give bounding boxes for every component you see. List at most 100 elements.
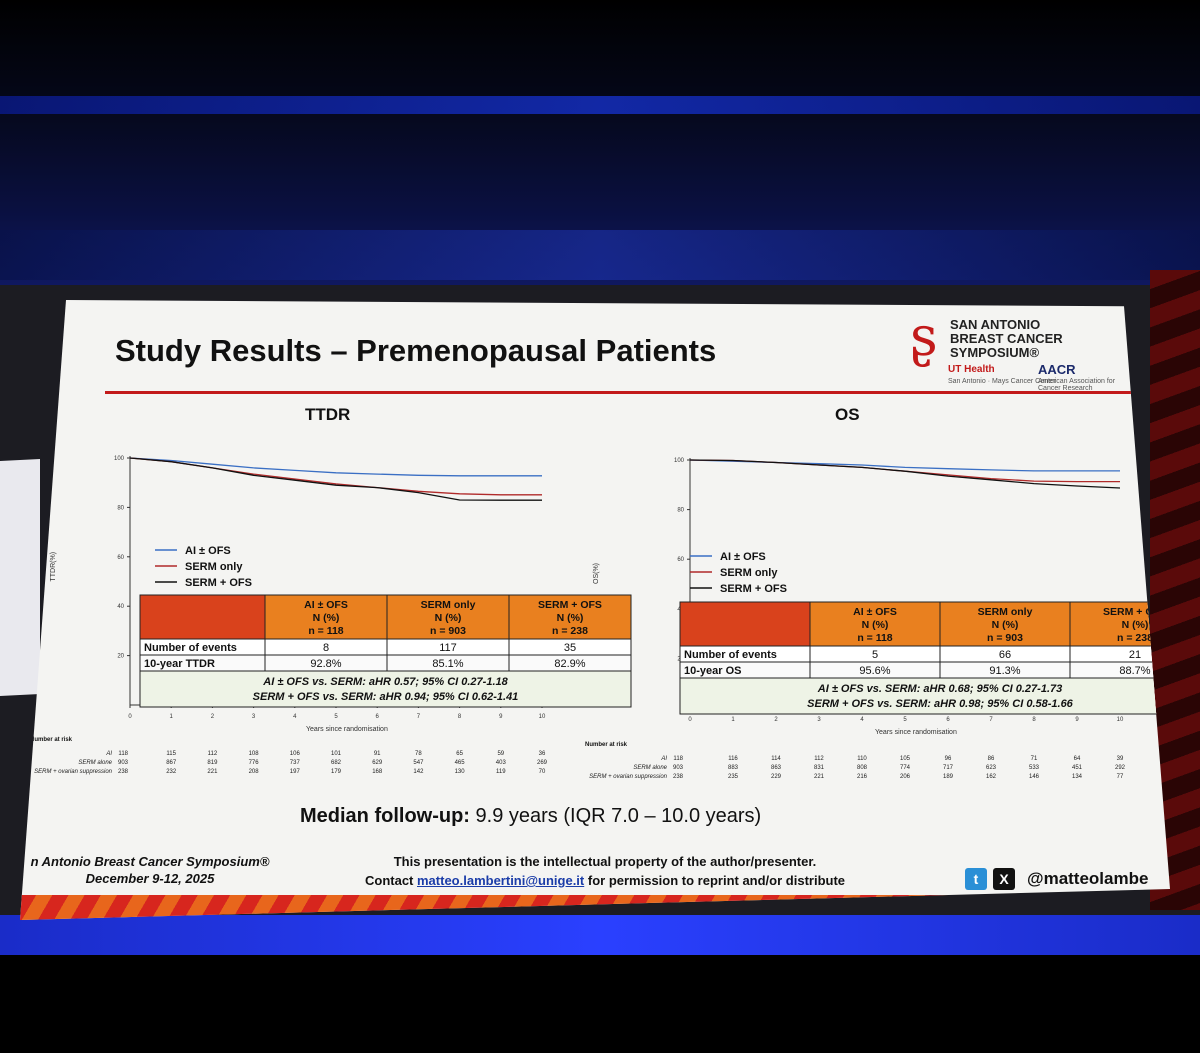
panel-os-table-header-text: AI ± OFS xyxy=(853,606,897,618)
panel-ttdr-hr-box xyxy=(139,670,632,708)
panel-ttdr-series-line-2 xyxy=(129,457,542,501)
panel-ttdr-x-tick-label: 2 xyxy=(211,714,215,720)
panel-os-risk-row-n0: 118 xyxy=(673,756,683,762)
panel-ttdr-risk-value: 208 xyxy=(249,769,260,775)
panel-ttdr-x-tick-label: 3 xyxy=(252,714,256,720)
median-followup-label: Median follow-up: xyxy=(300,805,476,827)
panel-ttdr-risk-value: 106 xyxy=(290,751,301,757)
panel-ttdr-risk-value: 547 xyxy=(413,760,424,766)
panel-ttdr-table-header-cell xyxy=(386,594,510,640)
panel-os-y-axis-label: OS(%) xyxy=(593,563,600,584)
panel-ttdr-risk-value: 629 xyxy=(372,760,383,766)
panel-ttdr-y-tick-label: 60 xyxy=(117,555,124,561)
sabcs-logo: ʂ SAN ANTONIO BREAST CANCER SYMPOSIUM® U… xyxy=(910,308,1130,398)
panel-os-x-tick-label: 9 xyxy=(1075,717,1079,723)
panel-os-table-header-text: N (%) xyxy=(992,619,1019,631)
panel-ttdr-risk-value: 269 xyxy=(537,760,548,766)
panel-os-table-header-text: n = 238 xyxy=(1117,632,1153,644)
panel-os-risk-row-n0: 903 xyxy=(673,765,684,771)
panel-ttdr-y-tick-label: 100 xyxy=(114,456,125,462)
panel-ttdr-risk-value: 168 xyxy=(372,769,383,775)
panel-os-x-tick-label: 1 xyxy=(731,717,735,723)
panel-os-y-tick-label: 80 xyxy=(677,508,684,514)
panel-ttdr-table-cell: 8 xyxy=(323,642,329,654)
panel-os-x-tick-label: 0 xyxy=(688,717,692,723)
panel-ttdr-x-tick-label: 8 xyxy=(458,714,462,720)
panel-os-risk-value: 206 xyxy=(900,774,911,780)
aacr-subtitle: American Association for Cancer Research xyxy=(1038,378,1116,392)
panel-os-x-tick-label: 7 xyxy=(989,717,993,723)
panel-os-risk-value: 235 xyxy=(728,774,739,780)
median-followup-value: 9.9 years (IQR 7.0 – 10.0 years) xyxy=(476,805,762,827)
panel-ttdr-legend-label: SERM only xyxy=(185,561,243,573)
panel-ttdr-table-header-text: n = 118 xyxy=(308,625,343,637)
panel-os-risk-row-n0: 238 xyxy=(673,774,684,780)
social-handle[interactable]: @matteolambe xyxy=(1027,869,1149,888)
panel-os-table-header-text: n = 903 xyxy=(987,632,1023,644)
panel-os-risk-value: 717 xyxy=(943,765,954,771)
panel-ttdr-x-tick-label: 4 xyxy=(293,714,297,720)
panel-ttdr-table-header-text: SERM only xyxy=(421,599,476,611)
panel-os-table-row xyxy=(679,661,1170,679)
panel-ttdr-table-corner xyxy=(139,594,266,640)
panel-ttdr-risk-value: 819 xyxy=(207,760,218,766)
panel-os-table-cell: 95.6% xyxy=(859,665,890,677)
panel-os-x-tick-label: 10 xyxy=(1117,717,1124,723)
panel-ttdr-legend-label: AI ± OFS xyxy=(185,545,231,557)
panel-os-legend-label: AI ± OFS xyxy=(720,551,766,563)
panel-os-x-axis-label: Years since randomisation xyxy=(875,729,957,736)
panel-os-x-tick-label: 4 xyxy=(860,717,864,723)
panel-ttdr-x-tick-label: 6 xyxy=(376,714,380,720)
panel-os-risk-value: 162 xyxy=(986,774,997,780)
panel-ttdr-hr-line: SERM + OFS vs. SERM: aHR 0.94; 95% CI 0.… xyxy=(253,691,519,703)
panel-os-x-tick-label: 5 xyxy=(903,717,907,723)
panel-os-x-tick-label: 2 xyxy=(774,717,778,723)
panel-ttdr-table-header-text: n = 903 xyxy=(430,625,466,637)
panel-os-table-header-text: N (%) xyxy=(862,619,889,631)
panel-os-risk-value: 831 xyxy=(814,765,825,771)
panel-ttdr-risk-value: 682 xyxy=(331,760,342,766)
ut-health-logo: UT Health xyxy=(948,364,995,375)
panel-os-x-tick-label: 6 xyxy=(946,717,950,723)
panel-ttdr-hr-line: AI ± OFS vs. SERM: aHR 0.57; 95% CI 0.27… xyxy=(262,676,508,688)
panel-os-legend-label: SERM only xyxy=(720,567,778,579)
panel-os-x-tick-label: 8 xyxy=(1032,717,1036,723)
panel-ttdr-risk-value: 142 xyxy=(413,769,424,775)
panel-os-risk-value: 96 xyxy=(945,756,952,762)
panel-os-hr-box xyxy=(679,677,1170,715)
panel-ttdr-table-cell: 117 xyxy=(439,642,457,654)
twitter-icon: t xyxy=(965,868,987,890)
panel-os-x-tick-label: 3 xyxy=(817,717,821,723)
contact-email-link[interactable]: matteo.lambertini@unige.it xyxy=(417,873,585,888)
footer-symposium: n Antonio Breast Cancer Symposium® Decem… xyxy=(30,854,270,886)
panel-ttdr-risk-value: 130 xyxy=(455,769,466,775)
panel-ttdr-risk-value: 115 xyxy=(166,751,176,757)
panel-ttdr-table-header-text: N (%) xyxy=(435,612,462,624)
panel-ttdr-risk-row-label: SERM + ovarian suppression xyxy=(34,769,113,775)
panel-os-table-header-text: n = 118 xyxy=(857,632,892,644)
panel-os-risk-value: 774 xyxy=(900,765,911,771)
panel-os-risk-value: 64 xyxy=(1074,756,1081,762)
panel-ttdr-risk-value: 112 xyxy=(208,751,218,757)
panel-ttdr-risk-row-n0: 118 xyxy=(118,751,128,757)
x-icon: X xyxy=(993,868,1015,890)
panel-os-risk-value: 39 xyxy=(1117,756,1124,762)
panel-os-table-row-label: 10-year OS xyxy=(684,665,741,677)
panel-ttdr-table-header-cell xyxy=(264,594,388,640)
panel-os-risk-value: 221 xyxy=(814,774,825,780)
panel-ttdr-risk-value: 65 xyxy=(456,751,463,757)
panel-ttdr-x-tick-label: 9 xyxy=(499,714,503,720)
panel-os-risk-value: 71 xyxy=(1031,756,1038,762)
aacr-logo: AACR xyxy=(1038,362,1076,377)
panel-ttdr-risk-value: 59 xyxy=(497,751,504,757)
panel-os-hr-line: AI ± OFS vs. SERM: aHR 0.68; 95% CI 0.27… xyxy=(817,683,1062,695)
social-handles: t X @matteolambe xyxy=(965,866,1148,892)
panel-os-risk-value: 116 xyxy=(728,756,738,762)
panel-ttdr-x-tick-label: 10 xyxy=(539,714,546,720)
panel-ttdr-risk-value: 221 xyxy=(207,769,218,775)
presentation-slide: Study Results – Premenopausal Patients ʂ… xyxy=(20,300,1170,920)
panel-os-risk-value: 229 xyxy=(771,774,782,780)
panel-ttdr-y-tick-label: 20 xyxy=(117,654,124,660)
panel-ttdr-table-header-text: SERM + OFS xyxy=(538,599,602,611)
